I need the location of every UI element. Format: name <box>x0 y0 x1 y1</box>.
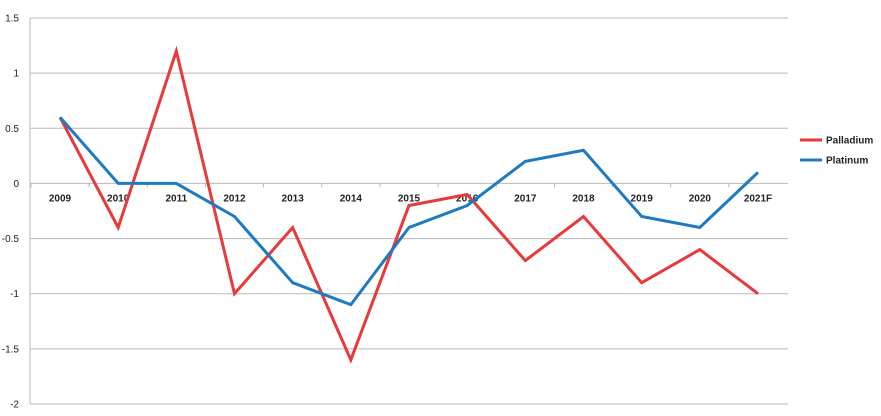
x-tick-label: 2013 <box>282 193 305 204</box>
gridlines <box>30 17 788 405</box>
y-tick-label: -1 <box>10 289 19 300</box>
x-tick-label: 2017 <box>514 193 537 204</box>
x-tick-label: 2019 <box>631 193 654 204</box>
legend-label: Palladium <box>826 136 873 147</box>
y-tick-label: -0.5 <box>2 234 20 245</box>
series-lines <box>58 45 760 364</box>
x-tick-label: 2009 <box>49 193 72 204</box>
x-tick-label: 2011 <box>165 193 187 204</box>
x-tick-label: 2020 <box>689 193 712 204</box>
y-tick-label: 0.5 <box>5 124 19 135</box>
legend: Palladium Platinum <box>800 136 873 167</box>
x-tick-label: 2018 <box>572 193 595 204</box>
y-tick-label: -1.5 <box>2 344 20 355</box>
y-axis: 1.5 1 0.5 0 -0.5 -1 -1.5 -2 <box>2 14 31 411</box>
x-axis: 2009 2010 2011 2012 2013 2014 2015 2016 2017 2018… <box>30 183 772 204</box>
x-tick-label: 2015 <box>398 193 421 204</box>
series-line-palladium <box>58 45 759 364</box>
y-tick-label: 1 <box>13 69 19 80</box>
x-tick-label: 2010 <box>107 193 130 204</box>
y-tick-label: 0 <box>13 179 19 190</box>
y-tick-label: -2 <box>10 400 19 411</box>
x-tick-label: 2016 <box>456 193 479 204</box>
legend-label: Platinum <box>826 156 868 167</box>
series-line-platinum <box>58 116 760 307</box>
x-tick-label: 2021F <box>744 193 772 204</box>
x-tick-label: 2012 <box>223 193 246 204</box>
y-tick-label: 1.5 <box>5 14 19 25</box>
x-tick-label: 2014 <box>340 193 363 204</box>
